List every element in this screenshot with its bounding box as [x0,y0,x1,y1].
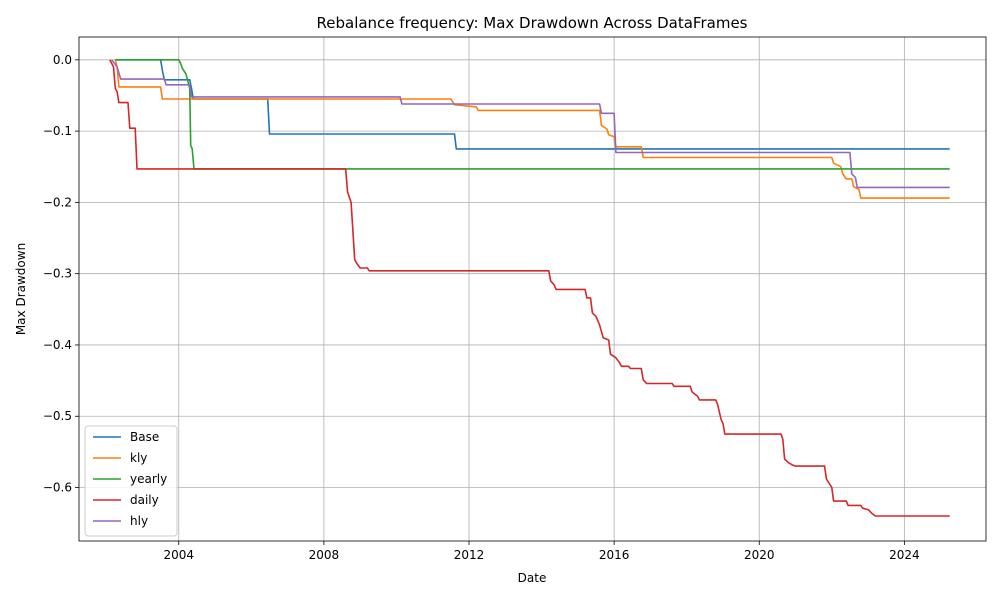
y-axis-label: Max Drawdown [14,243,28,335]
y-tick-label: −0.3 [43,267,72,281]
x-tick-label: 2008 [309,548,340,562]
y-tick-label: −0.6 [43,481,72,495]
x-axis-ticks: 2004 2008 2012 2016 2020 2024 [163,541,920,562]
series-line-daily [109,59,950,517]
legend-label-yearly: yearly [130,472,167,486]
y-tick-label: 0.0 [53,53,72,67]
x-axis-label: Date [518,571,547,585]
series-line-hly [111,59,950,189]
y-tick-label: −0.2 [43,195,72,209]
x-tick-label: 2004 [163,548,194,562]
y-tick-label: −0.1 [43,124,72,138]
x-tick-label: 2012 [454,548,485,562]
y-axis-ticks: 0.0 −0.1 −0.2 −0.3 −0.4 −0.5 −0.6 [43,53,79,495]
y-tick-label: −0.4 [43,338,72,352]
legend-label-Base: Base [130,430,159,444]
legend-box [84,425,178,537]
plot-frame [78,36,987,542]
legend-label-kly: kly [130,451,147,465]
series-line-Base [115,59,950,150]
legend-label-hly: hly [130,514,148,528]
x-tick-label: 2016 [599,548,630,562]
x-tick-label: 2024 [889,548,920,562]
x-tick-label: 2020 [744,548,775,562]
y-tick-label: −0.5 [43,409,72,423]
chart-title: Rebalance frequency: Max Drawdown Across… [317,14,748,32]
grid-lines [79,37,986,541]
legend: Base kly yearly daily hly [84,425,178,537]
series-line-kly [114,59,950,199]
legend-label-daily: daily [130,493,159,507]
series-lines [109,59,950,517]
series-line-yearly [115,59,950,170]
